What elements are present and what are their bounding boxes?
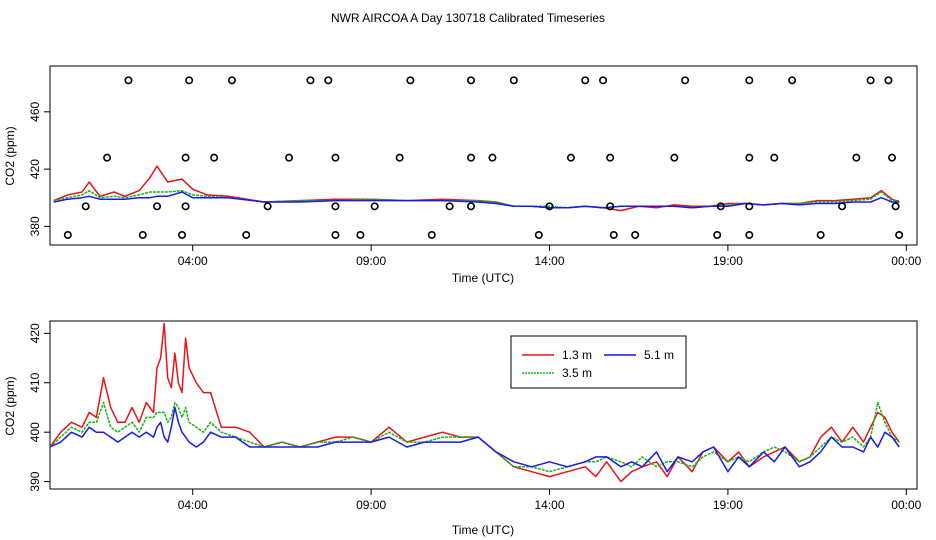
top-marker-point: [488, 153, 497, 162]
bottom-axes: 04:00 09:00 14:00 19:00 00:00 390 400 410 420: [28, 323, 922, 512]
top-marker-point: [467, 76, 476, 85]
top-marker-point: [606, 153, 615, 162]
top-marker-point: [745, 230, 754, 239]
top-marker-point: [891, 202, 900, 211]
top-marker-point: [745, 76, 754, 85]
top-marker-point: [670, 153, 679, 162]
bottom-series-3-5-m: [49, 401, 900, 473]
top-marker-point: [599, 76, 608, 85]
top-marker-point: [185, 76, 194, 85]
top-marker-point: [331, 202, 340, 211]
top-marker-point: [745, 202, 754, 211]
top-marker-point: [306, 76, 315, 85]
top-xtick-label: 14:00: [534, 254, 564, 268]
top-marker-point: [210, 153, 219, 162]
legend-box: [510, 335, 687, 389]
top-marker-point: [263, 202, 272, 211]
top-panel: 04:00 09:00 14:00 19:00 00:00 380 420 460 Time …: [3, 65, 922, 285]
top-marker-point: [895, 230, 904, 239]
top-xtick-label: 00:00: [891, 254, 921, 268]
top-marker-point: [606, 202, 615, 211]
top-marker-point: [631, 230, 640, 239]
top-marker-point: [153, 202, 162, 211]
top-marker-point: [888, 153, 897, 162]
top-marker-point: [406, 76, 415, 85]
top-marker-point: [681, 76, 690, 85]
legend-label-5-1m: 5.1 m: [644, 348, 674, 362]
bottom-ytick-label: 410: [28, 372, 42, 392]
top-ytick-label: 460: [28, 101, 42, 121]
top-marker-point: [866, 76, 875, 85]
top-marker-point: [609, 230, 618, 239]
top-marker-point: [227, 76, 236, 85]
top-markers-group: [63, 76, 904, 239]
top-marker-point: [331, 230, 340, 239]
top-marker-point: [838, 202, 847, 211]
top-marker-point: [770, 153, 779, 162]
top-ytick-label: 420: [28, 159, 42, 179]
top-marker-point: [581, 76, 590, 85]
top-panel-frame: [49, 65, 918, 246]
bottom-panel: 04:00 09:00 14:00 19:00 00:00 390 400 410 420 Ti…: [3, 320, 922, 537]
top-marker-point: [884, 76, 893, 85]
top-marker-point: [713, 230, 722, 239]
top-marker-point: [467, 153, 476, 162]
top-marker-point: [509, 76, 518, 85]
top-xtick-label: 19:00: [713, 254, 743, 268]
bottom-xtick-label: 19:00: [713, 498, 743, 512]
bottom-series-group: [49, 322, 900, 483]
top-series-5-1-m: [53, 191, 900, 209]
top-marker-point: [181, 202, 190, 211]
chart-title: NWR AIRCOA A Day 130718 Calibrated Times…: [331, 11, 605, 25]
top-marker-point: [324, 76, 333, 85]
top-series-group: [53, 165, 900, 212]
top-marker-point: [181, 153, 190, 162]
top-xtick-label: 04:00: [178, 254, 208, 268]
top-marker-point: [745, 153, 754, 162]
top-marker-point: [545, 202, 554, 211]
top-marker-point: [716, 202, 725, 211]
top-xaxis-title: Time (UTC): [452, 271, 514, 285]
top-axes: 04:00 09:00 14:00 19:00 00:00 380 420 460: [28, 101, 922, 268]
bottom-ytick-label: 400: [28, 422, 42, 442]
legend: 1.3 m 3.5 m 5.1 m: [510, 335, 687, 389]
top-marker-point: [356, 230, 365, 239]
top-marker-point: [178, 230, 187, 239]
legend-label-1-3m: 1.3 m: [562, 348, 592, 362]
top-marker-point: [81, 202, 90, 211]
top-marker-point: [395, 153, 404, 162]
top-marker-point: [816, 230, 825, 239]
top-marker-point: [534, 230, 543, 239]
top-marker-point: [63, 230, 72, 239]
bottom-ytick-label: 390: [28, 471, 42, 491]
top-marker-point: [285, 153, 294, 162]
top-marker-point: [331, 153, 340, 162]
bottom-xtick-label: 14:00: [534, 498, 564, 512]
bottom-xtick-label: 09:00: [356, 498, 386, 512]
top-marker-point: [788, 76, 797, 85]
bottom-xaxis-title: Time (UTC): [452, 523, 514, 537]
top-xtick-label: 09:00: [356, 254, 386, 268]
top-marker-point: [566, 153, 575, 162]
top-marker-point: [445, 202, 454, 211]
bottom-series-1-3-m: [49, 322, 900, 483]
top-marker-point: [852, 153, 861, 162]
top-marker-point: [370, 202, 379, 211]
bottom-yaxis-title: CO2 (ppm): [3, 376, 17, 435]
bottom-xtick-label: 00:00: [891, 498, 921, 512]
bottom-ytick-label: 420: [28, 323, 42, 343]
legend-label-3-5m: 3.5 m: [562, 366, 592, 380]
top-yaxis-title: CO2 (ppm): [3, 126, 17, 185]
top-marker-point: [138, 230, 147, 239]
bottom-series-5-1-m: [49, 406, 900, 473]
top-ytick-label: 380: [28, 216, 42, 236]
top-marker-point: [103, 153, 112, 162]
bottom-xtick-label: 04:00: [178, 498, 208, 512]
top-marker-point: [427, 230, 436, 239]
top-marker-point: [467, 202, 476, 211]
top-marker-point: [124, 76, 133, 85]
top-marker-point: [242, 230, 251, 239]
bottom-panel-frame: [49, 320, 918, 490]
